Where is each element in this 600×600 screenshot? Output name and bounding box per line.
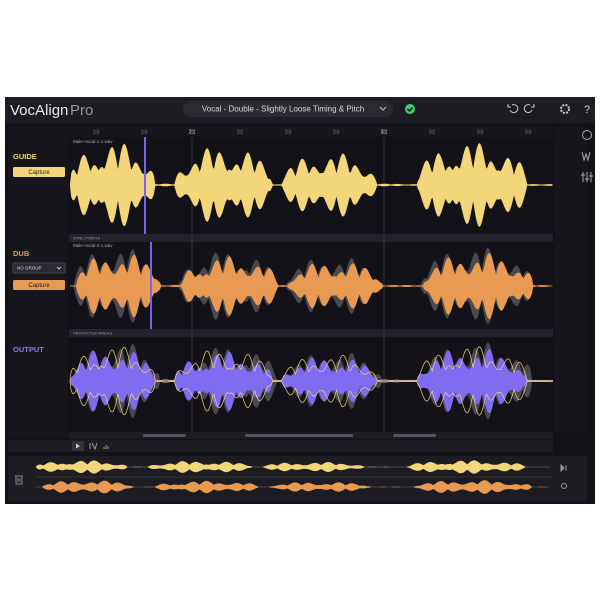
waveform-layer: 1|3 1|4 2|1 2|2 2|3 2|4 3|1 3|2 3|3 3|4 — [36, 129, 553, 494]
ruler-label: 3|3 — [477, 129, 484, 135]
ruler-label: 1|3 — [93, 129, 100, 135]
protected-strip — [69, 329, 553, 337]
waveform — [70, 253, 553, 319]
status-ok — [405, 104, 415, 114]
redo[interactable] — [523, 104, 535, 114]
toolbar — [8, 440, 553, 452]
waveform — [70, 348, 553, 414]
dropdown-arrow — [56, 266, 62, 270]
ruler — [69, 127, 553, 137]
dropdown-arrow — [379, 106, 387, 111]
guide-label: GUIDE — [13, 152, 37, 161]
history[interactable] — [582, 130, 592, 140]
scroll-thumb[interactable] — [393, 434, 436, 437]
protected-label: PROTECTED AREAS — [73, 331, 112, 336]
ruler-label: 3|4 — [525, 129, 532, 135]
check — [407, 107, 414, 113]
sync-label: SYNC POINTS — [73, 236, 100, 241]
ruler-label: 2|3 — [285, 129, 292, 135]
guide-capture[interactable] — [13, 167, 65, 177]
group-text: NO GROUP — [17, 266, 42, 271]
sync-strip — [69, 234, 553, 242]
ruler-label: 2|4 — [333, 129, 340, 135]
overview-waveform — [36, 480, 550, 494]
dub-label: DUB — [13, 249, 30, 258]
button-text: Capture — [28, 283, 50, 289]
ruler-label: 2|1 — [189, 129, 196, 135]
app-name: VocAlign — [10, 102, 68, 119]
overview-panel — [8, 456, 587, 501]
waveform — [70, 143, 553, 227]
app-edition: Pro — [70, 102, 93, 119]
ruler-label: 3|2 — [429, 129, 436, 135]
preset-dropdown[interactable] — [183, 101, 393, 117]
waveform-view[interactable] — [581, 151, 591, 162]
ruler-label: 1|4 — [141, 129, 148, 135]
overview-play[interactable] — [560, 463, 567, 473]
file-name: Male-Vocal-2-1.wav — [73, 243, 113, 248]
scroll-thumb[interactable] — [245, 434, 353, 437]
zoom[interactable] — [561, 483, 567, 489]
wave-mode[interactable] — [89, 442, 98, 451]
overview-waveform — [36, 460, 550, 474]
preset-name: Vocal - Double - Slightly Loose Timing &… — [202, 105, 364, 114]
mixer[interactable] — [581, 172, 593, 182]
undo[interactable] — [507, 104, 519, 114]
button-text: Capture — [28, 170, 50, 176]
play-icon — [76, 443, 80, 449]
ruler-label: 3|1 — [381, 129, 388, 135]
output-label: OUTPUT — [13, 345, 44, 354]
dub-capture[interactable] — [13, 280, 65, 290]
ruler-label: 2|2 — [237, 129, 244, 135]
guide-outline — [69, 346, 553, 416]
bars-mode[interactable] — [103, 445, 109, 449]
file-name: Male-Vocal-1-1.wav — [73, 139, 113, 144]
group-dropdown[interactable] — [12, 262, 66, 274]
help[interactable]: ? — [584, 104, 590, 116]
settings[interactable] — [560, 104, 570, 114]
scroll-thumb[interactable] — [143, 434, 186, 437]
delete[interactable] — [15, 475, 23, 485]
right-rail — [555, 127, 587, 432]
